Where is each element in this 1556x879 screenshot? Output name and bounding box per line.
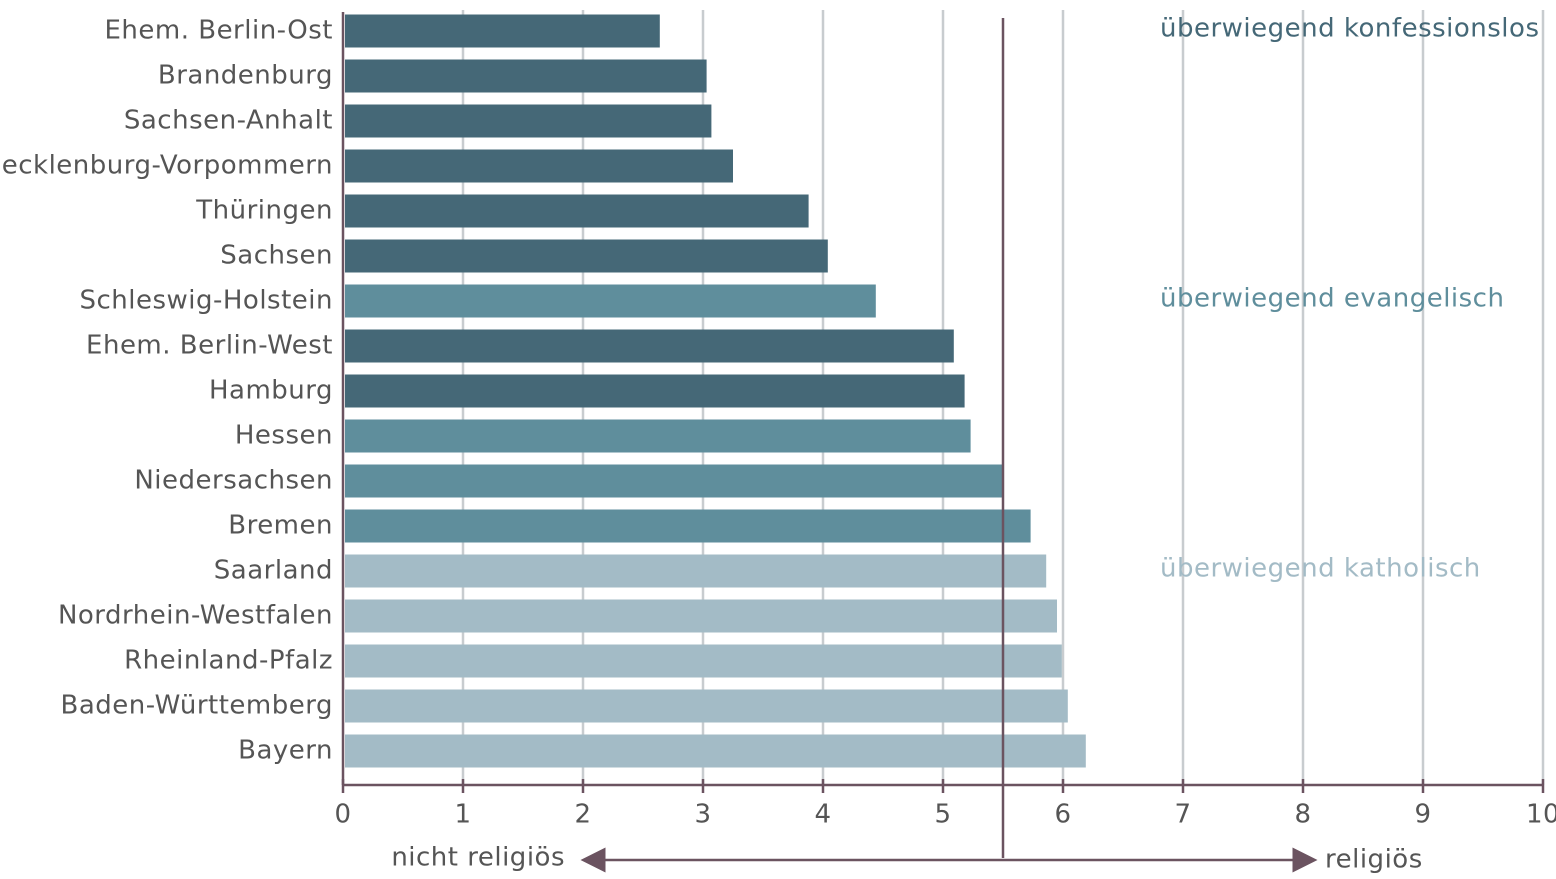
annotation: nicht religiös xyxy=(391,843,565,873)
x-tick-label: 9 xyxy=(1414,800,1431,830)
y-tick-label: Ehem. Berlin-West xyxy=(86,331,333,361)
y-tick-label: Nordrhein-Westfalen xyxy=(58,601,333,631)
x-tick-label: 0 xyxy=(334,800,351,830)
annotation: religiös xyxy=(1325,845,1423,875)
bar xyxy=(345,689,1068,723)
x-tick-label: 1 xyxy=(454,800,471,830)
x-tick-label: 6 xyxy=(1054,800,1071,830)
y-tick-label: Sachsen-Anhalt xyxy=(124,106,333,136)
bar xyxy=(345,464,1003,498)
y-tick-label: Hamburg xyxy=(209,376,333,406)
y-tick-label: Brandenburg xyxy=(158,61,333,91)
x-tick-label: 4 xyxy=(814,800,831,830)
x-tick-label: 8 xyxy=(1294,800,1311,830)
y-tick-label: Hessen xyxy=(235,421,333,451)
legend-label: überwiegend konfessionslos xyxy=(1160,14,1540,44)
x-tick-label: 5 xyxy=(934,800,951,830)
bar xyxy=(345,599,1057,633)
y-tick-label: Ehem. Berlin-Ost xyxy=(104,16,333,46)
bar xyxy=(345,374,965,408)
legend-label: überwiegend evangelisch xyxy=(1160,284,1504,314)
bar xyxy=(345,14,660,48)
y-tick-label: Thüringen xyxy=(195,196,333,226)
y-tick-label: Baden-Württemberg xyxy=(61,691,333,721)
bar xyxy=(345,284,876,318)
bar xyxy=(345,329,954,363)
bar xyxy=(345,239,828,273)
x-tick-label: 3 xyxy=(694,800,711,830)
x-tick-label: 10 xyxy=(1526,800,1556,830)
bar xyxy=(345,104,712,138)
bar xyxy=(345,644,1062,678)
y-tick-label: Mecklenburg-Vorpommern xyxy=(0,151,333,181)
x-tick-label: 2 xyxy=(574,800,591,830)
bar xyxy=(345,554,1047,588)
y-tick-label: Sachsen xyxy=(220,241,333,271)
y-tick-label: Bremen xyxy=(228,511,333,541)
bar xyxy=(345,509,1031,543)
x-tick-label: 7 xyxy=(1174,800,1191,830)
y-tick-label: Saarland xyxy=(214,556,333,586)
y-tick-label: Rheinland-Pfalz xyxy=(124,646,333,676)
bar xyxy=(345,734,1086,768)
legend-label: überwiegend katholisch xyxy=(1160,554,1481,584)
y-tick-label: Schleswig-Holstein xyxy=(79,286,333,316)
bar xyxy=(345,149,733,183)
y-tick-label: Niedersachsen xyxy=(134,466,333,496)
bar xyxy=(345,419,971,453)
bar xyxy=(345,194,809,228)
bar xyxy=(345,59,707,93)
y-tick-label: Bayern xyxy=(238,736,333,766)
